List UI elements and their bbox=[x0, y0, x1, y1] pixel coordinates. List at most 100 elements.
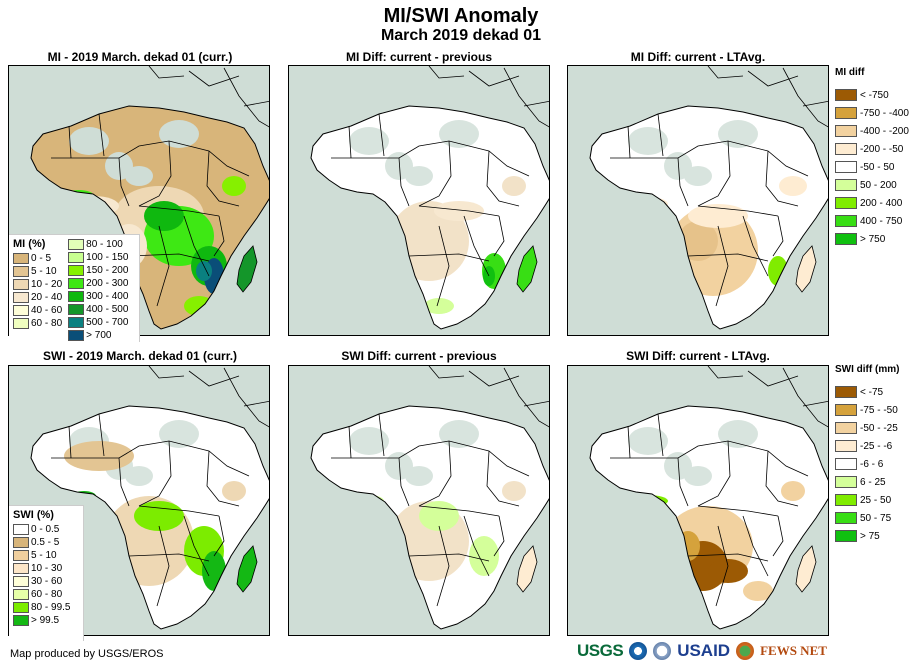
legend-item: 20 - 40 bbox=[13, 291, 62, 304]
madagascar bbox=[795, 245, 817, 293]
value-region bbox=[688, 204, 748, 228]
country-border bbox=[677, 157, 689, 207]
legend-item: 100 - 150 bbox=[68, 251, 128, 264]
legend-item: 400 - 750 bbox=[835, 212, 909, 230]
country-border bbox=[98, 113, 105, 157]
legend-swatch bbox=[835, 530, 857, 542]
no-data-region bbox=[684, 466, 712, 486]
legend-swatch bbox=[13, 318, 29, 329]
legend-label: > 750 bbox=[860, 233, 886, 245]
country-border bbox=[138, 505, 220, 517]
legend-swatch bbox=[13, 305, 29, 316]
legend-swatch bbox=[68, 291, 85, 302]
country-border bbox=[802, 100, 828, 107]
legend-item: -200 - -50 bbox=[835, 140, 909, 158]
country-border bbox=[486, 150, 520, 207]
country-border bbox=[223, 367, 269, 428]
legend-label: 5 - 10 bbox=[31, 550, 57, 561]
country-border bbox=[503, 367, 549, 428]
country-border bbox=[463, 515, 490, 577]
country-border bbox=[802, 400, 828, 407]
country-border bbox=[68, 125, 72, 159]
legend-swatch bbox=[835, 197, 857, 209]
madagascar bbox=[236, 545, 258, 593]
panel-title-mi: MI - 2019 March. dekad 01 (curr.) bbox=[47, 50, 233, 64]
legend-item: 60 - 80 bbox=[13, 317, 62, 330]
legend-label: -75 - -50 bbox=[860, 404, 898, 416]
country-border bbox=[378, 413, 385, 457]
legend-label: 200 - 300 bbox=[86, 278, 129, 289]
value-region bbox=[660, 383, 676, 399]
value-region bbox=[222, 176, 246, 196]
country-border bbox=[223, 67, 269, 128]
africa-map bbox=[30, 366, 269, 630]
country-border bbox=[213, 215, 225, 257]
value-region bbox=[743, 581, 773, 601]
legend-label: 50 - 75 bbox=[860, 512, 892, 524]
legend-swatch bbox=[835, 404, 857, 416]
value-region bbox=[202, 551, 226, 591]
legend-item: 6 - 25 bbox=[835, 473, 899, 491]
country-border bbox=[408, 553, 490, 562]
country-border bbox=[348, 425, 352, 459]
map-panel-swi-diff-lta bbox=[567, 365, 829, 636]
legend-item: 60 - 80 bbox=[13, 588, 79, 601]
legend-label: 6 - 25 bbox=[860, 476, 886, 488]
no-data-region bbox=[349, 127, 389, 155]
page-subtitle: March 2019 dekad 01 bbox=[380, 27, 542, 44]
legend-swatch bbox=[835, 386, 857, 398]
legend-item: -75 - -50 bbox=[835, 401, 899, 419]
legend-item: 200 - 400 bbox=[835, 194, 909, 212]
legend-swatch bbox=[13, 253, 29, 264]
africa-map bbox=[589, 366, 828, 630]
legend-label: -400 - -200 bbox=[860, 125, 909, 137]
map-panel-mi-diff-prev bbox=[288, 65, 550, 336]
legend-item: 300 - 400 bbox=[68, 290, 128, 303]
legend-item: -25 - -6 bbox=[835, 437, 899, 455]
legend-label: 5 - 10 bbox=[31, 266, 57, 277]
country-border bbox=[118, 457, 130, 507]
value-region bbox=[144, 201, 184, 231]
legend-swatch bbox=[68, 278, 85, 289]
legend-label: -200 - -50 bbox=[860, 143, 904, 155]
legend-swatch bbox=[13, 279, 29, 290]
value-region bbox=[628, 197, 668, 211]
noaa-logo bbox=[629, 642, 648, 660]
country-border bbox=[697, 140, 731, 207]
country-border bbox=[418, 440, 452, 507]
country-border bbox=[148, 366, 185, 379]
country-border bbox=[128, 553, 210, 562]
value-region bbox=[469, 536, 499, 576]
coastline bbox=[589, 105, 828, 330]
africa-map bbox=[310, 366, 549, 630]
legend-label: > 700 bbox=[86, 330, 112, 341]
legend-swatch bbox=[68, 304, 85, 315]
legend-label: 30 - 60 bbox=[31, 576, 63, 587]
country-border bbox=[627, 125, 631, 159]
legend-item: 30 - 60 bbox=[13, 575, 79, 588]
country-border bbox=[183, 215, 210, 277]
legend-item: -750 - -400 bbox=[835, 104, 909, 122]
legend-item: 5 - 10 bbox=[13, 549, 79, 562]
legend-label: 400 - 500 bbox=[86, 304, 129, 315]
country-border bbox=[428, 366, 465, 379]
legend-item: 5 - 10 bbox=[13, 265, 62, 278]
value-region bbox=[222, 481, 246, 501]
legend-swatch bbox=[835, 179, 857, 191]
legend-label: 400 - 750 bbox=[860, 215, 903, 227]
legend-item: 10 - 20 bbox=[13, 278, 62, 291]
country-border bbox=[742, 515, 769, 577]
no-data-region bbox=[628, 127, 668, 155]
legend-item: 0 - 5 bbox=[13, 252, 62, 265]
country-border bbox=[523, 100, 549, 107]
madagascar bbox=[516, 245, 538, 293]
madagascar bbox=[795, 545, 817, 593]
country-border bbox=[206, 150, 240, 207]
swi-legend: SWI (%) 0 - 0.5 0.5 - 5 5 - 10 10 - 30 30 - … bbox=[9, 505, 84, 641]
swi-legend-title: SWI (%) bbox=[13, 509, 54, 521]
swi-diff-legend-title: SWI diff (mm) bbox=[835, 364, 900, 375]
legend-label: 60 - 80 bbox=[31, 589, 63, 600]
legend-label: 10 - 30 bbox=[31, 563, 63, 574]
mi-legend: MI (%) 0 - 5 5 - 10 10 - 20 20 - 40 40 - 60 6… bbox=[9, 234, 140, 342]
legend-swatch bbox=[68, 317, 85, 328]
